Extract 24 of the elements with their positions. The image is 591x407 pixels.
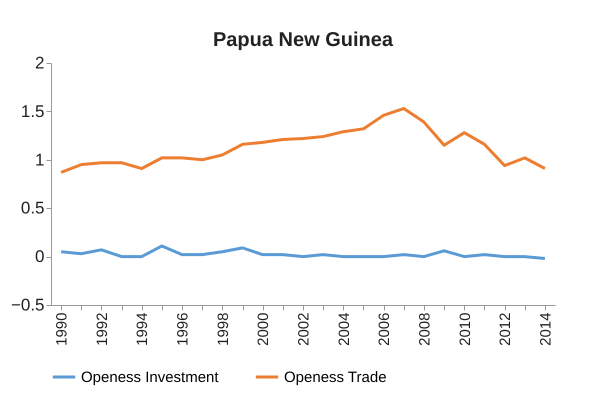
- x-tick-label: 1998: [214, 312, 232, 346]
- x-tick-label: 2004: [336, 312, 353, 346]
- legend-label: Openess Investment: [81, 369, 220, 386]
- line-series: [60, 106, 546, 174]
- y-tick-label: 0.5: [20, 198, 44, 218]
- x-tick-label: 1994: [134, 312, 152, 346]
- x-tick-label: 2002: [296, 312, 312, 346]
- x-tick-label: 1992: [94, 312, 111, 346]
- x-tick-label: 2000: [255, 312, 272, 346]
- legend-label: Openess Trade: [284, 369, 387, 386]
- x-tick-label: 1990: [54, 312, 71, 346]
- y-tick-label: 0: [35, 247, 44, 266]
- chart-title: Papua New Guinea: [212, 29, 394, 51]
- x-tick-label: 1996: [174, 312, 192, 346]
- x-tick-label: 2008: [416, 312, 434, 346]
- x-tick-label: 2010: [456, 312, 474, 346]
- y-tick-label: 1: [35, 150, 44, 170]
- y-tick-label: 1.5: [20, 102, 44, 121]
- x-tick-label: 2006: [376, 312, 394, 346]
- line-series: [60, 244, 546, 260]
- x-tick-label: 2012: [497, 312, 514, 346]
- y-tick-label: 2: [35, 54, 44, 72]
- y-tick-label: −0.5: [10, 296, 44, 314]
- x-tick-label: 2014: [537, 312, 554, 346]
